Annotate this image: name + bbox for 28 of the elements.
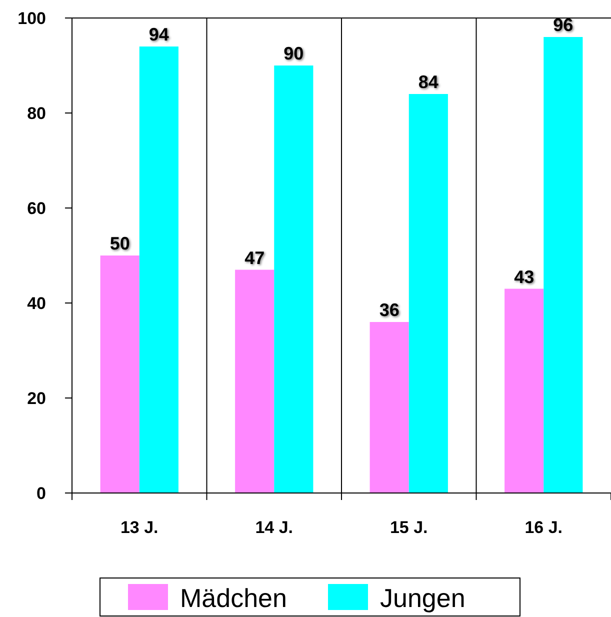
bar — [504, 288, 544, 493]
data-label: 90 — [284, 44, 304, 64]
bar — [235, 270, 274, 493]
data-label: 50 — [110, 234, 130, 254]
bar — [544, 37, 583, 493]
data-label: 36 — [379, 300, 400, 320]
data-label: 47 — [244, 248, 265, 268]
data-label: 84 — [418, 72, 438, 92]
x-tick-label: 15 J. — [390, 518, 428, 537]
bar — [139, 46, 178, 493]
y-tick-label: 60 — [27, 199, 46, 218]
x-tick-label: 13 J. — [120, 518, 158, 537]
bar — [408, 94, 448, 493]
y-tick-label: 0 — [36, 484, 46, 503]
bar — [274, 66, 314, 493]
y-tick-label: 40 — [27, 294, 46, 313]
y-tick-label: 100 — [18, 9, 46, 28]
legend-label: Mädchen — [180, 583, 287, 613]
legend-label: Jungen — [380, 583, 466, 613]
bar — [100, 256, 140, 493]
x-tick-label: 14 J. — [255, 518, 294, 537]
x-tick-label: 16 J. — [524, 518, 563, 537]
data-label: 94 — [148, 24, 169, 44]
data-label: 96 — [553, 15, 574, 35]
data-label: 43 — [514, 266, 534, 287]
y-tick-label: 20 — [27, 389, 46, 408]
bar — [370, 322, 409, 493]
y-tick-label: 80 — [27, 104, 46, 123]
